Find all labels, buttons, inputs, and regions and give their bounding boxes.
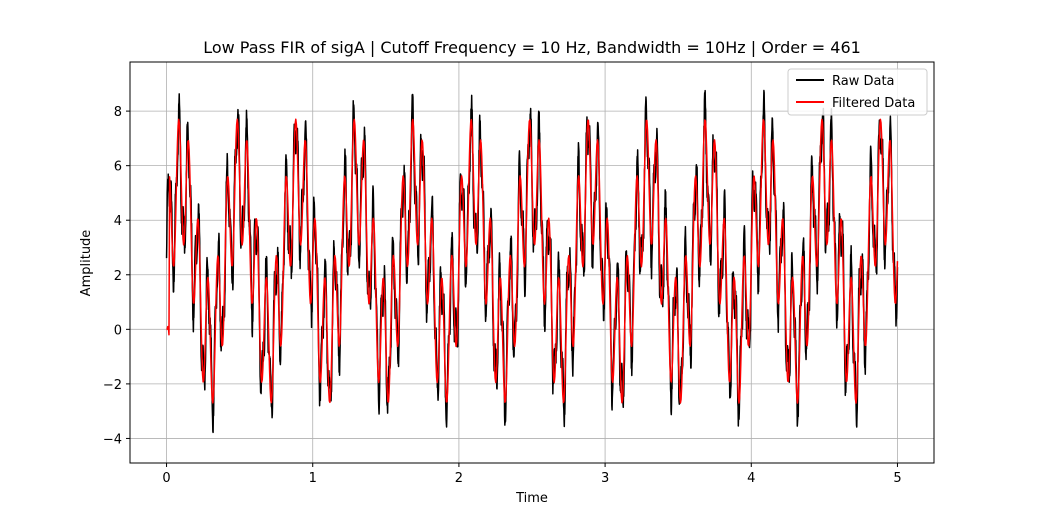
y-tick-label: 2 <box>114 269 122 284</box>
x-axis-label: Time <box>515 491 548 506</box>
y-ticks: −4 −2 0 2 4 6 8 <box>103 105 130 447</box>
y-tick-label: 4 <box>114 214 122 229</box>
x-tick-label: 5 <box>893 471 901 486</box>
y-tick-label: 0 <box>114 323 122 338</box>
chart-title: Low Pass FIR of sigA | Cutoff Frequency … <box>203 38 861 57</box>
y-tick-label: 8 <box>114 105 122 120</box>
x-tick-label: 4 <box>747 471 755 486</box>
x-tick-label: 1 <box>309 471 317 486</box>
y-tick-label: 6 <box>114 160 122 175</box>
x-tick-label: 2 <box>455 471 463 486</box>
legend: Raw Data Filtered Data <box>787 68 928 116</box>
y-axis-label: Amplitude <box>79 230 94 297</box>
legend-label-filtered-data: Filtered Data <box>832 96 915 111</box>
y-tick-label: −2 <box>103 378 122 393</box>
legend-label-raw-data: Raw Data <box>832 74 895 89</box>
plot-frame <box>129 61 935 464</box>
x-ticks: 0 1 2 3 4 5 <box>162 463 902 486</box>
series-line-filtered-data <box>166 118 899 404</box>
y-tick-label: −4 <box>103 432 122 447</box>
series-layer <box>165 89 899 434</box>
x-tick-label: 0 <box>162 471 170 486</box>
x-tick-label: 3 <box>601 471 609 486</box>
